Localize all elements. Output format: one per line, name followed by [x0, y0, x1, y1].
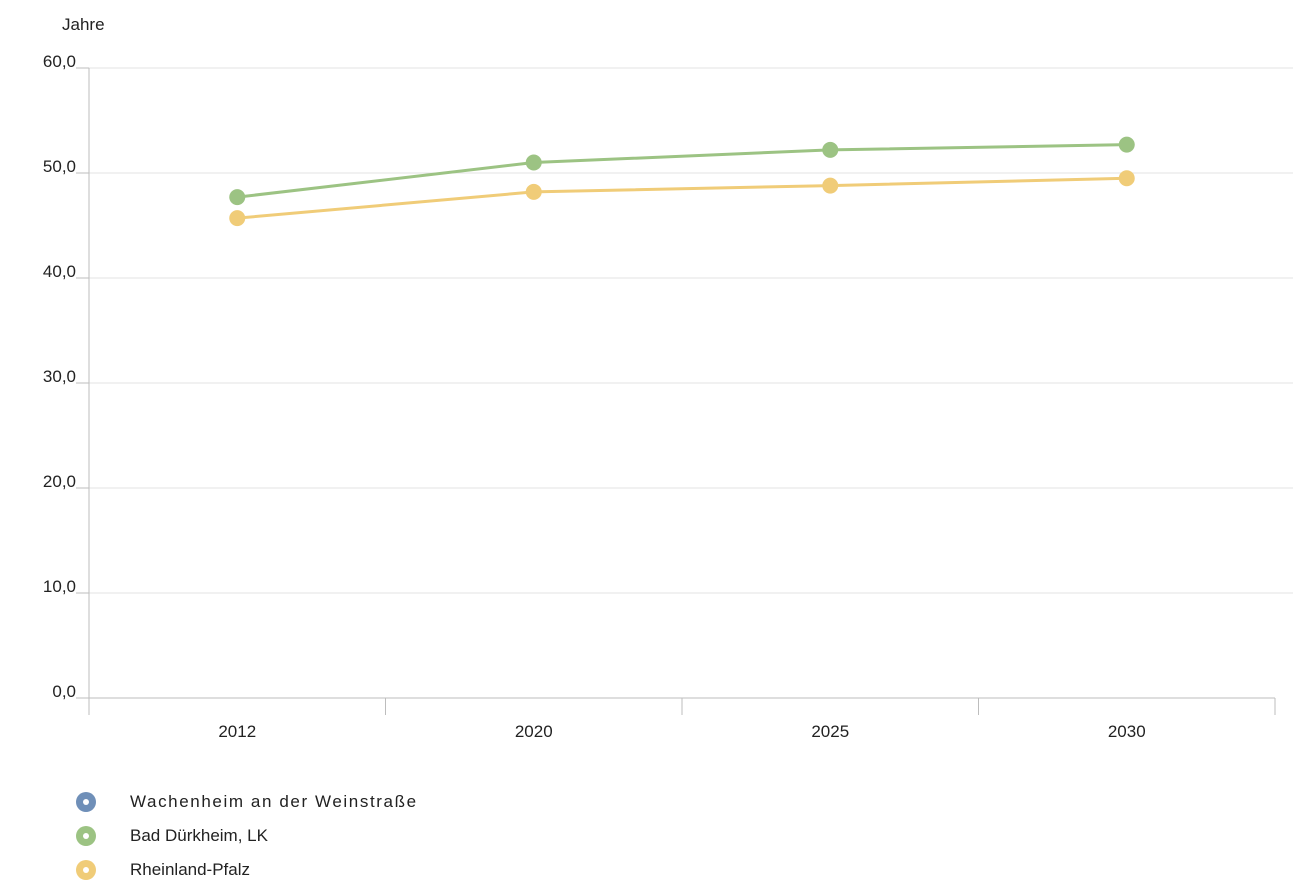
y-tick-label: 40,0 — [43, 262, 76, 281]
line-chart: 0,0 10,0 20,0 30,0 40,0 50,0 60,0 2012 2020 2025… — [43, 15, 1293, 741]
y-tick-label: 30,0 — [43, 367, 76, 386]
legend-label: Rheinland-Pfalz — [130, 860, 251, 879]
legend-label: Bad Dürkheim, LK — [130, 826, 268, 845]
data-point[interactable] — [525, 183, 542, 200]
data-point[interactable] — [822, 141, 839, 158]
y-tick-label: 50,0 — [43, 157, 76, 176]
y-axis-unit-label: Jahre — [62, 15, 105, 34]
data-point[interactable] — [822, 177, 839, 194]
data-point[interactable] — [229, 210, 246, 227]
y-tick-label: 60,0 — [43, 52, 76, 71]
axes — [88, 68, 1275, 715]
data-point[interactable] — [525, 154, 542, 171]
series-line — [237, 176, 1127, 220]
grid-lines — [89, 67, 1293, 594]
x-axis-ticks: 2012 2020 2025 2030 — [218, 698, 1276, 741]
series-group — [229, 136, 1135, 227]
legend-marker-icon — [76, 860, 96, 880]
legend-item-bad-duerkheim[interactable]: Bad Dürkheim, LK — [76, 819, 418, 853]
legend: Wachenheim an der Weinstraße Bad Dürkhei… — [76, 785, 418, 887]
data-point[interactable] — [229, 189, 246, 206]
y-axis-ticks: 0,0 10,0 20,0 30,0 40,0 50,0 60,0 — [43, 52, 89, 701]
x-tick-label: 2012 — [218, 722, 256, 741]
x-tick-label: 2030 — [1108, 722, 1146, 741]
legend-marker-icon — [76, 792, 96, 812]
x-tick-label: 2020 — [515, 722, 553, 741]
legend-item-wachenheim[interactable]: Wachenheim an der Weinstraße — [76, 785, 418, 819]
y-tick-label: 10,0 — [43, 577, 76, 596]
y-tick-label: 20,0 — [43, 472, 76, 491]
y-tick-label: 0,0 — [52, 682, 76, 701]
data-point[interactable] — [1118, 136, 1135, 153]
x-tick-label: 2025 — [811, 722, 849, 741]
legend-item-rheinland-pfalz[interactable]: Rheinland-Pfalz — [76, 853, 418, 887]
legend-marker-icon — [76, 826, 96, 846]
legend-label: Wachenheim an der Weinstraße — [130, 792, 418, 811]
series-line — [237, 143, 1127, 199]
data-point[interactable] — [1118, 170, 1135, 187]
